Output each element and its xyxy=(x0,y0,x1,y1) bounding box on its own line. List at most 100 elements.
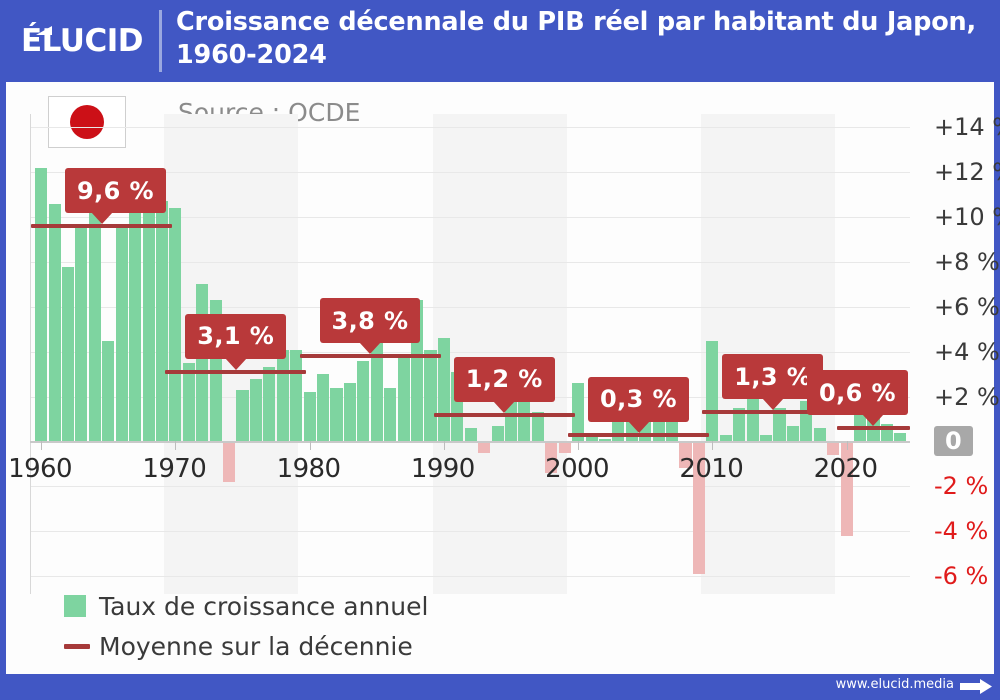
arrow-logo-icon xyxy=(960,679,992,694)
bar-1966 xyxy=(115,228,128,442)
bar-1967 xyxy=(129,210,142,442)
y-axis-label--2: -2 % xyxy=(934,472,989,501)
bar-1981 xyxy=(317,374,330,442)
bar-1976 xyxy=(249,378,262,442)
decade-average-callout-1970-1979: 3,1 % xyxy=(185,313,287,370)
y-axis-line xyxy=(30,114,31,594)
decade-average-callout-2020-2024: 0,6 % xyxy=(807,370,908,427)
chart-legend: Taux de croissance annuel Moyenne sur la… xyxy=(64,586,428,666)
bar-1978 xyxy=(276,349,289,442)
x-tick xyxy=(41,441,43,451)
gridline xyxy=(30,262,910,264)
bar-1961 xyxy=(48,203,61,442)
bar-1994 xyxy=(491,425,504,442)
callout-tail-icon xyxy=(90,212,113,225)
japan-flag-icon xyxy=(48,96,126,148)
decade-average-line-1960-1969 xyxy=(31,224,173,229)
callout-tail-icon xyxy=(493,400,516,413)
bar-1971 xyxy=(182,362,195,442)
decade-average-callout-1960-1969: 9,6 % xyxy=(65,168,166,225)
bar-1999 xyxy=(558,441,571,453)
y-axis-label-2: +2 % xyxy=(934,382,1000,411)
bar-2009 xyxy=(692,441,705,574)
page-header: ÉLUCID Croissance décennale du PIB réel … xyxy=(0,0,1000,82)
bar-2000 xyxy=(572,383,585,442)
bar-1983 xyxy=(343,383,356,442)
flag-disc xyxy=(70,105,104,139)
bar-2008 xyxy=(679,441,692,469)
bar-2014 xyxy=(760,434,773,442)
bar-1969 xyxy=(155,201,168,442)
decade-average-callout-2010-2019: 1,3 % xyxy=(722,354,824,411)
logo-accent-icon xyxy=(36,26,52,35)
bar-2015 xyxy=(773,407,786,442)
x-axis-label-1990: 1990 xyxy=(410,454,475,485)
y-axis-label-14: +14 % xyxy=(934,113,1000,142)
decade-average-line-2010-2019 xyxy=(702,410,844,415)
gridline xyxy=(30,306,910,308)
bar-1985 xyxy=(370,342,383,442)
bar-2012 xyxy=(733,407,746,442)
x-tick xyxy=(846,441,848,451)
bar-1984 xyxy=(357,360,370,442)
decade-average-callout-2000-2009: 0,3 % xyxy=(588,376,689,433)
x-tick xyxy=(712,441,714,451)
gridline xyxy=(30,486,910,488)
bar-1979 xyxy=(290,349,303,442)
decade-average-line-2020-2024 xyxy=(836,426,911,431)
bar-2011 xyxy=(719,434,732,442)
y-axis-label-8: +8 % xyxy=(934,248,1000,277)
decade-average-line-1980-1989 xyxy=(299,354,441,359)
legend-item-average: Moyenne sur la décennie xyxy=(64,626,428,666)
decade-average-callout-1990-1999: 1,2 % xyxy=(453,356,555,413)
y-axis-label--4: -4 % xyxy=(934,517,989,546)
y-axis-zero-badge: 0 xyxy=(934,426,973,457)
bar-2010 xyxy=(706,340,719,442)
bar-1986 xyxy=(384,387,397,442)
bar-1993 xyxy=(478,441,491,453)
callout-tail-icon xyxy=(359,342,382,355)
legend-swatch-icon xyxy=(64,595,86,617)
legend-average-label: Moyenne sur la décennie xyxy=(99,631,413,661)
bar-1962 xyxy=(61,266,75,442)
bar-1982 xyxy=(330,387,343,442)
zero-baseline xyxy=(30,441,910,443)
bar-1972 xyxy=(196,284,209,442)
bar-1964 xyxy=(88,201,101,442)
x-axis-label-1960: 1960 xyxy=(8,454,72,485)
legend-item-series: Taux de croissance annuel xyxy=(64,586,428,626)
callout-tail-icon xyxy=(627,420,650,433)
bar-2018 xyxy=(813,428,826,442)
decade-average-line-1990-1999 xyxy=(433,412,575,417)
decade-band xyxy=(701,114,836,594)
bar-1974 xyxy=(223,441,236,482)
chart-canvas: Source : OCDE 9,6 % 3,1 % 3,8 % 1,2 % 0,3 % 1… xyxy=(6,82,1000,674)
bar-1968 xyxy=(142,201,155,442)
x-tick xyxy=(309,441,311,451)
bar-2001 xyxy=(585,436,598,442)
bar-1970 xyxy=(169,208,182,442)
page-title: Croissance décennale du PIB réel par hab… xyxy=(176,7,976,71)
bar-1977 xyxy=(263,367,276,442)
bar-2013 xyxy=(746,394,759,442)
gridline xyxy=(30,127,910,129)
bar-2016 xyxy=(786,425,799,442)
plot-area: 9,6 % 3,1 % 3,8 % 1,2 % 0,3 % 1,3 % 0,6 % xyxy=(30,114,911,594)
bar-1992 xyxy=(464,428,477,442)
bar-1963 xyxy=(75,223,88,442)
bar-1998 xyxy=(545,441,558,473)
x-tick xyxy=(175,441,177,451)
bar-2024 xyxy=(894,432,907,442)
decade-average-callout-1980-1989: 3,8 % xyxy=(319,298,421,355)
footer-site-label: www.elucid.media xyxy=(835,677,954,692)
y-axis-label-12: +12 % xyxy=(934,158,1000,187)
gridline xyxy=(30,531,910,533)
bar-1975 xyxy=(236,389,249,442)
gridline xyxy=(30,351,910,353)
bar-2020 xyxy=(840,441,853,536)
bar-1997 xyxy=(531,412,544,442)
bar-1980 xyxy=(303,392,316,442)
x-axis-label-1970: 1970 xyxy=(142,454,207,485)
decade-band xyxy=(432,114,567,594)
